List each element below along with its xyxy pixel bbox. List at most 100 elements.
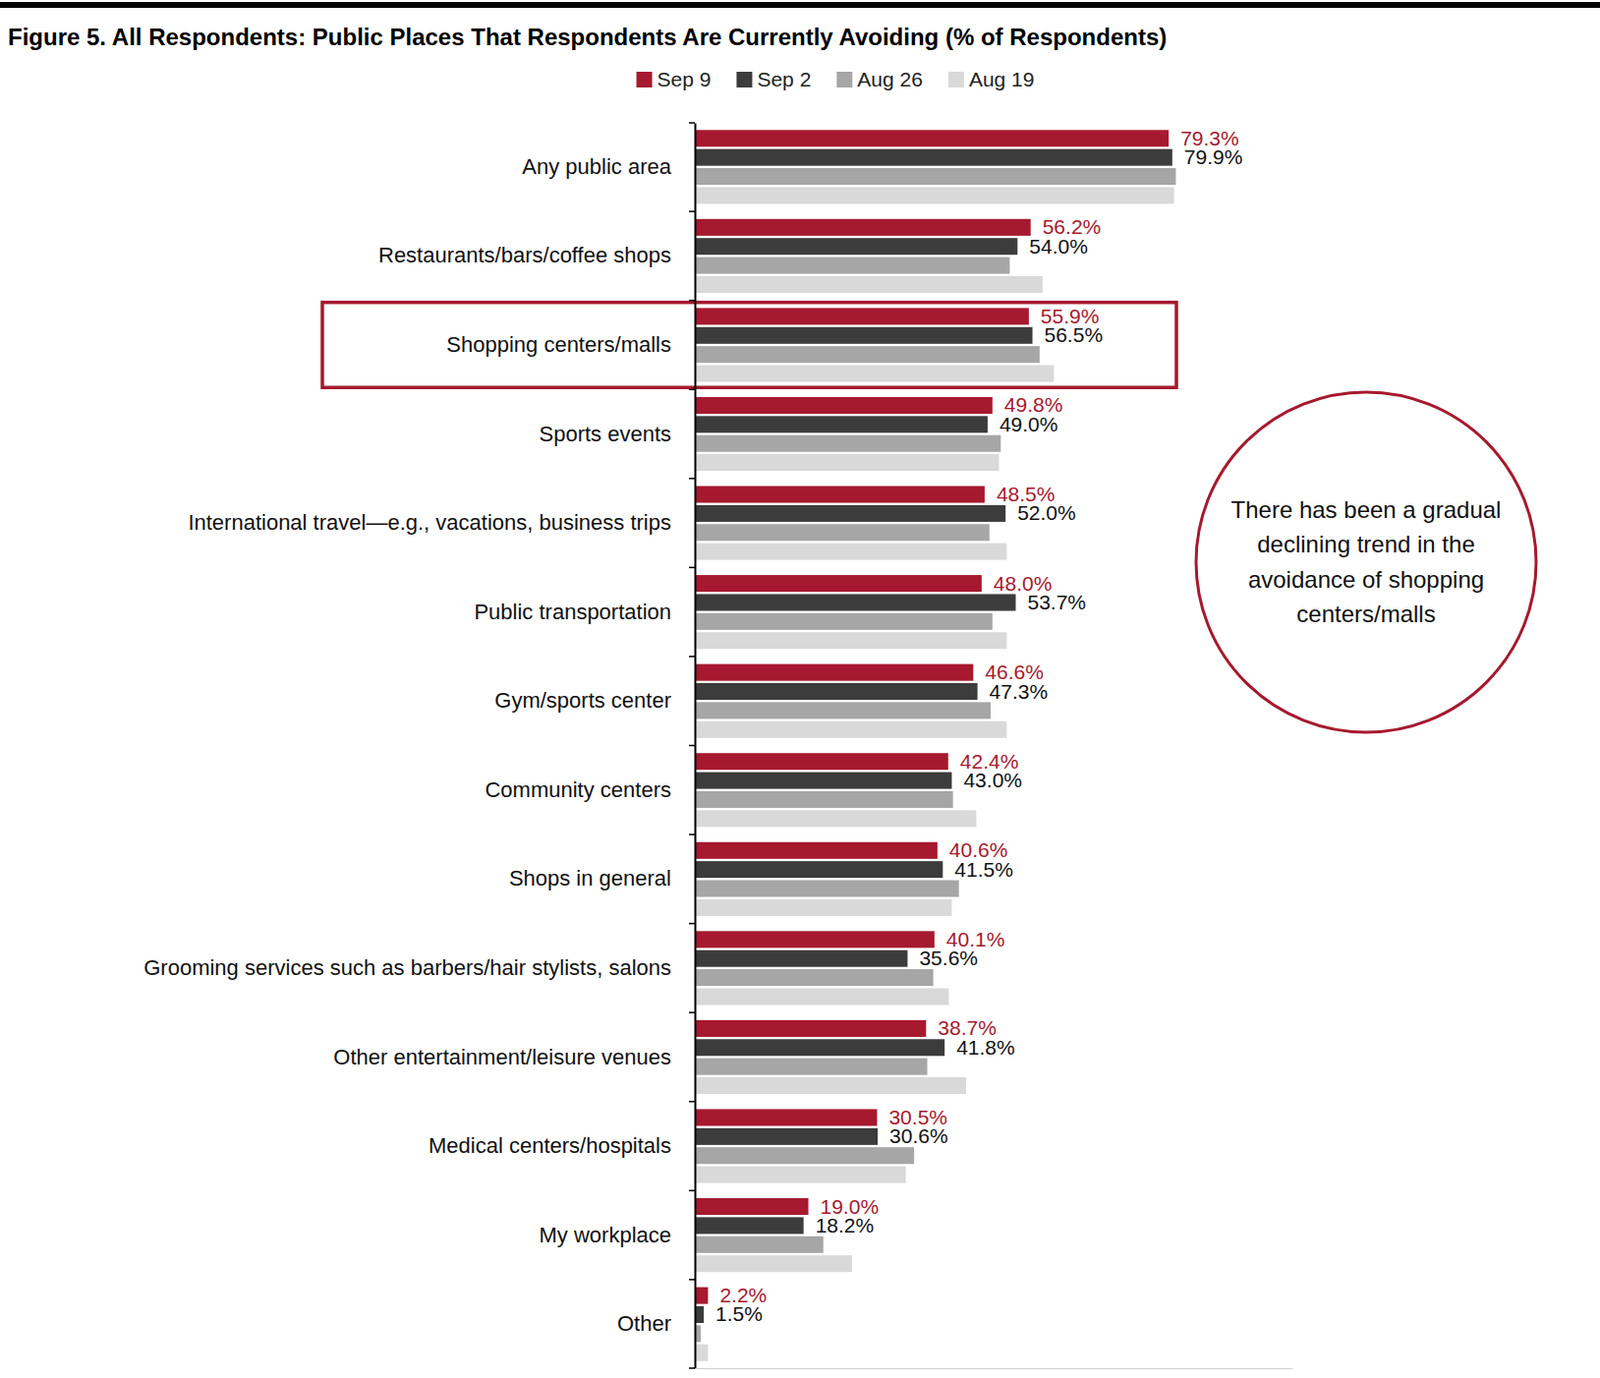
category-label: Sports events xyxy=(538,421,672,447)
top-rule xyxy=(0,1,1600,8)
data-labels: 79.3%56.2%55.9%49.8%48.5%48.0%46.6%42.4%… xyxy=(715,126,1243,1326)
data-label: 52.0% xyxy=(1017,501,1077,524)
bar xyxy=(694,345,1040,363)
tick: Sports events xyxy=(538,421,695,447)
tick: Grooming services such as barbers/hair s… xyxy=(143,955,695,980)
bar xyxy=(694,950,908,968)
separator xyxy=(688,121,695,124)
bar xyxy=(694,1108,877,1126)
bar xyxy=(694,1020,926,1037)
separator xyxy=(688,1367,695,1370)
category-label: Restaurants/bars/coffee shops xyxy=(378,242,672,268)
tick: Any public area xyxy=(521,154,695,179)
legend-label: Sep 9 xyxy=(657,67,712,91)
bar xyxy=(694,1128,878,1145)
separator xyxy=(688,1011,695,1014)
bar xyxy=(694,307,1029,325)
category-label: Shops in general xyxy=(509,865,672,891)
data-label: 49.0% xyxy=(999,412,1059,436)
bar xyxy=(694,168,1176,185)
bar xyxy=(694,276,1043,293)
bar xyxy=(694,860,943,878)
separator xyxy=(688,655,695,658)
tick: Medical centers/hospitals xyxy=(428,1133,695,1158)
bar xyxy=(694,1344,708,1362)
data-label: 1.5% xyxy=(715,1302,763,1325)
data-label: 41.8% xyxy=(956,1035,1016,1059)
bar xyxy=(694,364,1054,382)
tick: Restaurants/bars/coffee shops xyxy=(378,242,695,268)
highlight-box xyxy=(322,302,1177,389)
annotation-line: There has been a gradual xyxy=(1231,496,1502,523)
category-label: My workplace xyxy=(539,1222,672,1248)
legend-swatch xyxy=(636,71,653,88)
category-label: Medical centers/hospitals xyxy=(428,1133,672,1158)
legend-item: Aug 19 xyxy=(948,67,1035,91)
separator xyxy=(688,1100,695,1103)
bar xyxy=(694,574,982,592)
tick: Shopping centers/malls xyxy=(446,332,695,357)
bar xyxy=(694,809,976,827)
bar xyxy=(694,523,990,541)
separator xyxy=(688,922,695,925)
bar xyxy=(694,631,1007,649)
annotation-circle xyxy=(1196,392,1537,733)
data-label: 53.7% xyxy=(1027,590,1086,614)
bar xyxy=(694,1146,915,1164)
data-label: 54.0% xyxy=(1028,234,1088,258)
bar xyxy=(694,454,999,471)
data-label: 79.9% xyxy=(1184,145,1244,169)
legend-label: Aug 19 xyxy=(969,67,1035,91)
bar xyxy=(694,772,952,790)
bar xyxy=(694,129,1169,147)
category-label: Gym/sports center xyxy=(494,687,672,713)
bar xyxy=(694,237,1018,255)
separator xyxy=(688,299,695,302)
separator xyxy=(688,1190,695,1193)
tick: Shops in general xyxy=(509,865,695,891)
separator xyxy=(688,477,695,480)
bar xyxy=(694,1077,967,1094)
tick: Gym/sports center xyxy=(494,687,695,713)
separator xyxy=(688,833,695,836)
category-axis: Any public area Restaurants/bars/coffee s… xyxy=(143,123,695,1370)
bar xyxy=(694,613,993,630)
category-label: Shopping centers/malls xyxy=(446,332,672,357)
bar xyxy=(694,1236,824,1254)
data-label: 43.0% xyxy=(963,768,1023,792)
data-label: 56.5% xyxy=(1044,323,1104,346)
bar xyxy=(694,415,988,433)
category-label: Public transportation xyxy=(473,599,672,625)
bar xyxy=(694,791,954,808)
tick: Other entertainment/leisure venues xyxy=(333,1044,695,1070)
category-label: Community centers xyxy=(484,777,672,802)
tick: Other xyxy=(617,1311,695,1336)
bar xyxy=(694,664,973,682)
category-label: Any public area xyxy=(521,154,672,179)
bar xyxy=(694,987,949,1005)
bar xyxy=(694,435,1001,453)
category-label: Other entertainment/leisure venues xyxy=(333,1044,672,1070)
bar xyxy=(694,593,1016,611)
bar xyxy=(694,1058,928,1076)
legend-item: Sep 9 xyxy=(636,67,712,91)
bar xyxy=(694,969,934,986)
data-label: 18.2% xyxy=(815,1213,875,1237)
tick: Public transportation xyxy=(473,599,695,625)
annotation-line: avoidance of shopping xyxy=(1248,566,1485,593)
title: Figure 5. All Respondents: Public Places… xyxy=(7,23,1167,51)
category-label: International travel—e.g., vacations, bu… xyxy=(187,510,672,535)
bar xyxy=(694,186,1175,204)
legend: Sep 9Sep 2Aug 26Aug 19 xyxy=(636,67,1035,91)
bar xyxy=(694,701,991,719)
bar xyxy=(694,880,960,898)
data-label: 47.3% xyxy=(989,680,1049,703)
bar xyxy=(694,842,938,859)
legend-swatch xyxy=(736,71,752,88)
bar xyxy=(694,543,1007,561)
bar xyxy=(694,752,949,770)
separator xyxy=(688,744,695,747)
data-label: 35.6% xyxy=(918,946,978,970)
bar xyxy=(694,505,1006,522)
axis-line xyxy=(695,1368,1294,1370)
